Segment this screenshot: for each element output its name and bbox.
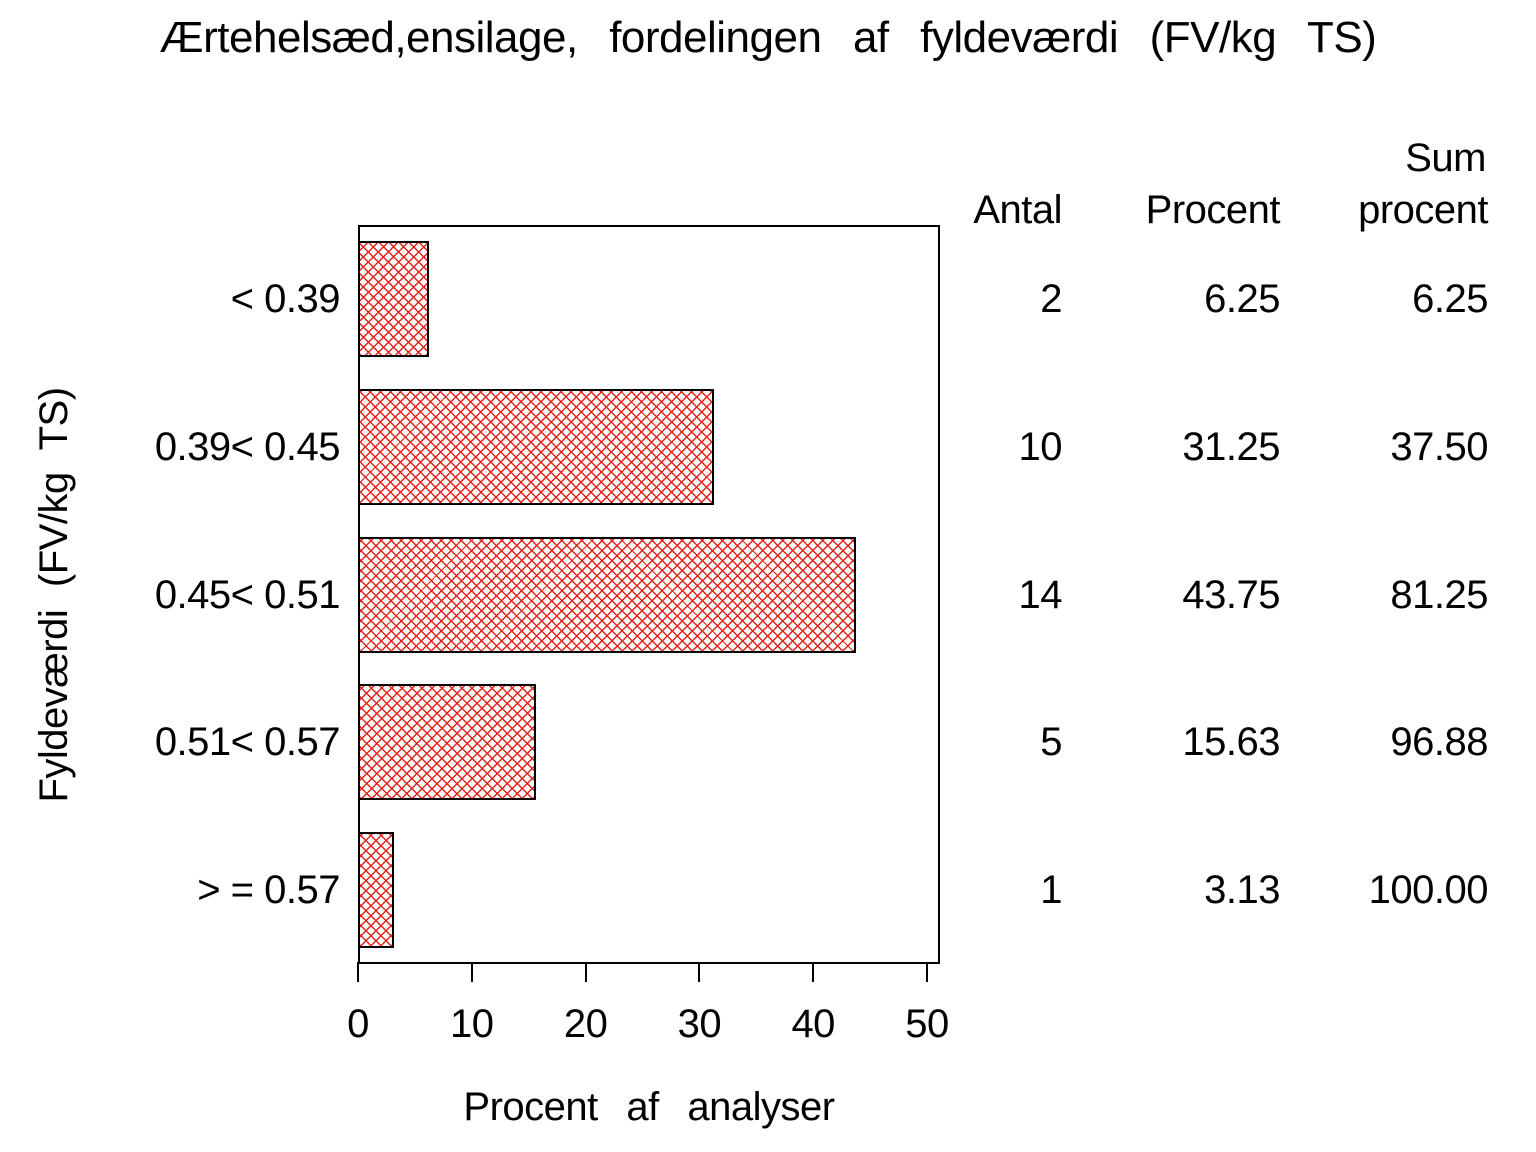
cell-procent: 3.13 (1204, 868, 1280, 913)
cell-procent: 15.63 (1182, 720, 1280, 765)
x-axis-tick (698, 962, 701, 982)
cell-sum-procent: 100.00 (1368, 868, 1489, 913)
cell-antal: 2 (1040, 276, 1062, 321)
cell-procent: 43.75 (1182, 572, 1280, 617)
category-label: > = 0.57 (197, 868, 340, 913)
category-label: 0.45< 0.51 (154, 572, 341, 617)
x-axis-tick (584, 962, 587, 982)
cell-antal: 14 (1018, 572, 1063, 617)
chart-title: Ærtehelsæd,ensilage, fordelingen af fyld… (159, 13, 1377, 62)
x-axis-tick (812, 962, 815, 982)
bar (358, 536, 856, 653)
bar (358, 240, 430, 357)
bar (358, 684, 536, 801)
bar (358, 388, 714, 505)
bar (358, 832, 394, 949)
category-label: 0.39< 0.45 (154, 424, 341, 469)
x-tick-label: 0 (347, 1002, 369, 1046)
cell-sum-procent: 96.88 (1390, 720, 1488, 765)
x-tick-label: 30 (677, 1002, 722, 1046)
x-axis-title: Procent af analyser (463, 1085, 835, 1129)
x-axis-tick (926, 962, 928, 982)
cell-antal: 1 (1040, 868, 1062, 913)
category-label: < 0.39 (230, 276, 341, 321)
cell-antal: 10 (1018, 424, 1063, 469)
category-label: 0.51< 0.57 (154, 720, 341, 765)
cell-sum-procent: 81.25 (1390, 572, 1488, 617)
x-tick-label: 10 (450, 1002, 494, 1046)
cell-sum-procent: 6.25 (1412, 276, 1488, 321)
col-header-sum-line2: procent (1358, 188, 1488, 232)
cell-procent: 31.25 (1182, 424, 1280, 469)
col-header-antal: Antal (973, 188, 1062, 232)
x-axis-tick (470, 962, 473, 982)
x-tick-label: 50 (905, 1002, 949, 1046)
cell-sum-procent: 37.50 (1390, 424, 1488, 469)
x-axis-tick (357, 962, 359, 982)
x-tick-label: 20 (563, 1002, 608, 1046)
x-tick-label: 40 (791, 1002, 835, 1046)
y-axis-title: Fyldeværdi (FV/kg TS) (32, 387, 76, 803)
cell-procent: 6.25 (1204, 276, 1280, 321)
cell-antal: 5 (1040, 720, 1062, 765)
col-header-procent: Procent (1145, 188, 1281, 232)
col-header-sum-line1: Sum (1405, 136, 1486, 180)
